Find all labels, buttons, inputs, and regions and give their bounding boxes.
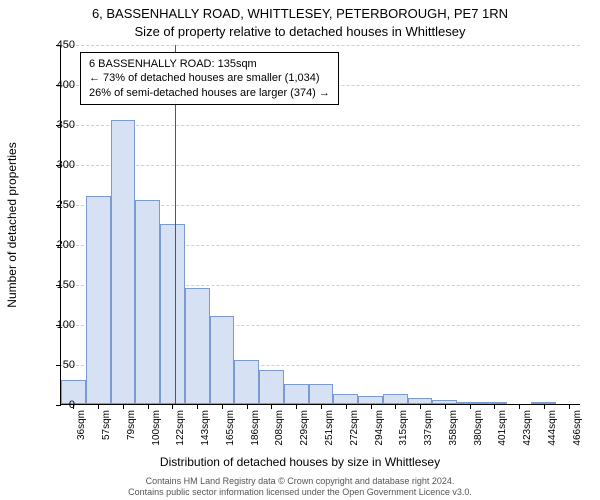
footer-line1: Contains HM Land Registry data © Crown c… [0, 476, 600, 487]
title-line1: 6, BASSENHALLY ROAD, WHITTLESEY, PETERBO… [0, 6, 600, 21]
title-line2: Size of property relative to detached ho… [0, 24, 600, 39]
xtick-mark [296, 404, 297, 409]
histogram-bar [309, 384, 334, 404]
footer-line2: Contains public sector information licen… [0, 487, 600, 498]
xtick-label: 315sqm [398, 410, 409, 446]
xtick-mark [470, 404, 471, 409]
x-axis-label: Distribution of detached houses by size … [0, 455, 600, 469]
xtick-label: 36sqm [76, 410, 87, 440]
xtick-mark [222, 404, 223, 409]
xtick-label: 79sqm [126, 410, 137, 440]
xtick-label: 337sqm [423, 410, 434, 446]
ytick-label: 450 [45, 39, 75, 51]
ytick-label: 50 [45, 359, 75, 371]
gridline [61, 125, 580, 126]
infobox-line3: 26% of semi-detached houses are larger (… [89, 86, 330, 100]
xtick-label: 401sqm [497, 410, 508, 446]
histogram-bar [383, 394, 408, 404]
xtick-label: 444sqm [547, 410, 558, 446]
ytick-label: 400 [45, 79, 75, 91]
xtick-label: 251sqm [324, 410, 335, 446]
xtick-label: 272sqm [349, 410, 360, 446]
xtick-label: 466sqm [572, 410, 583, 446]
xtick-label: 423sqm [522, 410, 533, 446]
histogram-bar [160, 224, 185, 404]
xtick-mark [172, 404, 173, 409]
xtick-label: 100sqm [151, 410, 162, 446]
histogram-bar [259, 370, 284, 404]
xtick-mark [346, 404, 347, 409]
xtick-label: 143sqm [200, 410, 211, 446]
ytick-label: 350 [45, 119, 75, 131]
histogram-bar [111, 120, 136, 404]
xtick-mark [371, 404, 372, 409]
ytick-label: 150 [45, 279, 75, 291]
histogram-bar [234, 360, 259, 404]
marker-infobox: 6 BASSENHALLY ROAD: 135sqm ← 73% of deta… [80, 52, 339, 105]
xtick-mark [148, 404, 149, 409]
xtick-mark [197, 404, 198, 409]
histogram-bar [135, 200, 160, 404]
xtick-label: 294sqm [374, 410, 385, 446]
xtick-mark [445, 404, 446, 409]
xtick-mark [420, 404, 421, 409]
histogram-bar [185, 288, 210, 404]
gridline [61, 165, 580, 166]
xtick-mark [519, 404, 520, 409]
xtick-mark [395, 404, 396, 409]
histogram-bar [284, 384, 309, 404]
ytick-label: 300 [45, 159, 75, 171]
gridline [61, 45, 580, 46]
xtick-mark [321, 404, 322, 409]
xtick-label: 57sqm [101, 410, 112, 440]
xtick-label: 208sqm [274, 410, 285, 446]
ytick-label: 100 [45, 319, 75, 331]
y-axis-label: Number of detached properties [5, 142, 19, 307]
xtick-label: 380sqm [473, 410, 484, 446]
histogram-bar [86, 196, 111, 404]
xtick-label: 229sqm [299, 410, 310, 446]
infobox-line1: 6 BASSENHALLY ROAD: 135sqm [89, 57, 330, 71]
xtick-label: 358sqm [448, 410, 459, 446]
xtick-mark [123, 404, 124, 409]
xtick-mark [247, 404, 248, 409]
xtick-label: 165sqm [225, 410, 236, 446]
xtick-mark [271, 404, 272, 409]
xtick-mark [544, 404, 545, 409]
ytick-label: 200 [45, 239, 75, 251]
xtick-label: 186sqm [250, 410, 261, 446]
histogram-bar [210, 316, 235, 404]
ytick-label: 0 [45, 399, 75, 411]
histogram-bar [333, 394, 358, 404]
ytick-label: 250 [45, 199, 75, 211]
infobox-line2: ← 73% of detached houses are smaller (1,… [89, 71, 330, 85]
histogram-bar [358, 396, 383, 404]
xtick-mark [98, 404, 99, 409]
xtick-label: 122sqm [175, 410, 186, 446]
xtick-mark [569, 404, 570, 409]
xtick-mark [494, 404, 495, 409]
footer-attribution: Contains HM Land Registry data © Crown c… [0, 476, 600, 498]
